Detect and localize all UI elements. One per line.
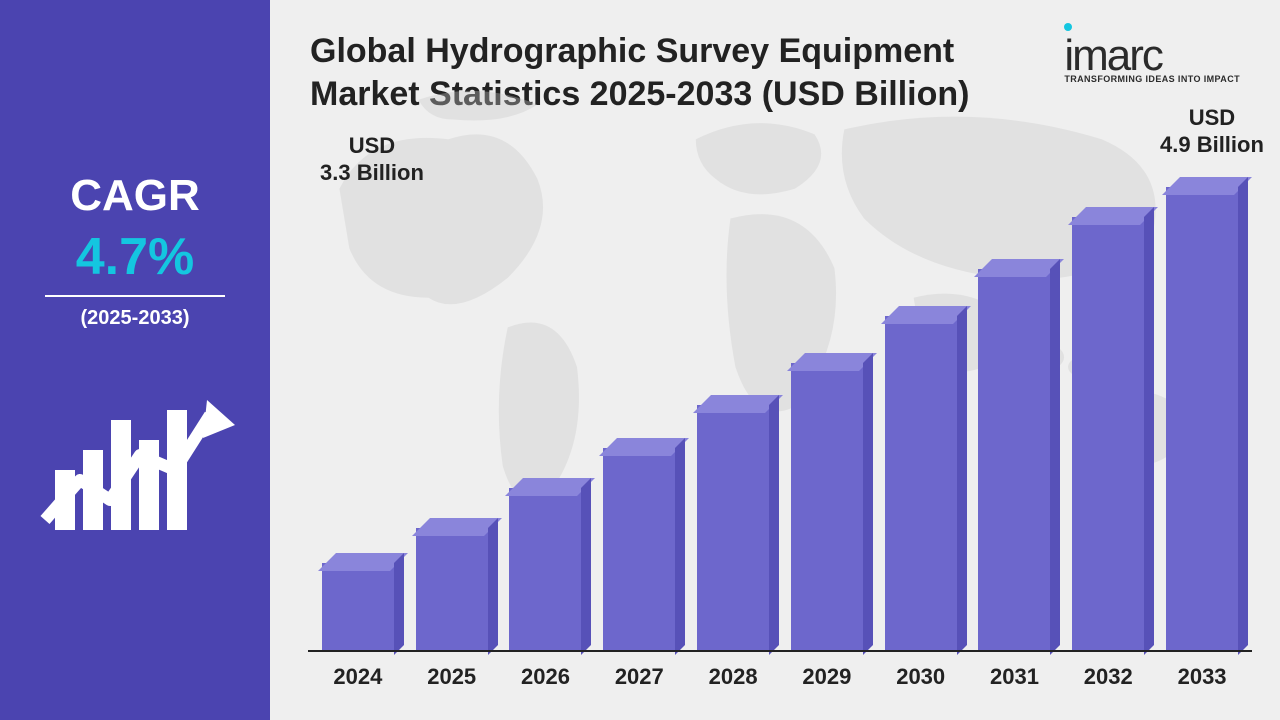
bar: [1072, 217, 1144, 650]
cagr-value: 4.7%: [76, 227, 195, 287]
x-axis-label: 2032: [1070, 664, 1146, 690]
bar-slot: [789, 188, 865, 650]
x-axis-labels: 2024 2025 2026 2027 2028 2029 2030 2031 2032 2033: [310, 664, 1250, 690]
main-panel: Global Hydrographic Survey Equipment Mar…: [270, 0, 1280, 720]
bar-slot: [1070, 188, 1146, 650]
x-axis-label: 2024: [320, 664, 396, 690]
growth-chart-icon: [35, 370, 235, 550]
bars-container: [310, 188, 1250, 650]
bar: [603, 448, 675, 650]
x-axis-label: 2029: [789, 664, 865, 690]
bar-slot: [508, 188, 584, 650]
bar: [697, 405, 769, 650]
bar: [509, 488, 581, 650]
bar-slot: [1164, 188, 1240, 650]
bar-slot: [414, 188, 490, 650]
x-axis-label: 2026: [508, 664, 584, 690]
x-axis-label: 2030: [883, 664, 959, 690]
x-axis-label: 2031: [977, 664, 1053, 690]
x-axis-label: 2025: [414, 664, 490, 690]
logo-dot-icon: [1064, 23, 1072, 31]
value-annotation: USD3.3 Billion: [320, 133, 424, 186]
bar: [978, 269, 1050, 650]
bar-chart: 2024 2025 2026 2027 2028 2029 2030 2031 2032 2033…: [290, 138, 1270, 698]
bar: [1166, 187, 1238, 650]
divider-line: [45, 295, 225, 297]
bar-slot: [977, 188, 1053, 650]
sidebar-panel: CAGR 4.7% (2025-2033): [0, 0, 270, 720]
bar-slot: [601, 188, 677, 650]
bar: [791, 363, 863, 650]
cagr-period: (2025-2033): [81, 307, 190, 330]
value-annotation: USD4.9 Billion: [1160, 105, 1264, 158]
bar-slot: [320, 188, 396, 650]
bar-slot: [695, 188, 771, 650]
title-line-1: Global Hydrographic Survey Equipment: [310, 32, 954, 70]
x-axis-line: [308, 650, 1252, 652]
x-axis-label: 2027: [601, 664, 677, 690]
bar: [416, 528, 488, 650]
cagr-label: CAGR: [70, 171, 200, 221]
bar-slot: [883, 188, 959, 650]
bar: [322, 563, 394, 650]
x-axis-label: 2028: [695, 664, 771, 690]
x-axis-label: 2033: [1164, 664, 1240, 690]
bar: [885, 316, 957, 650]
